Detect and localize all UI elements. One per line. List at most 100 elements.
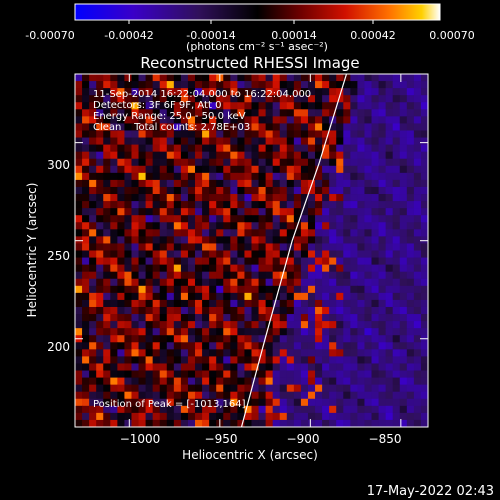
heatmap-cell bbox=[223, 377, 231, 386]
heatmap-cell bbox=[300, 349, 309, 357]
heatmap-cell bbox=[265, 342, 274, 350]
heatmap-cell bbox=[293, 328, 302, 336]
heatmap-cell bbox=[187, 201, 196, 209]
heatmap-cell bbox=[152, 285, 161, 294]
heatmap-cell bbox=[385, 398, 394, 407]
heatmap-cell bbox=[124, 130, 132, 138]
heatmap-cell bbox=[195, 264, 203, 273]
heatmap-cell bbox=[195, 137, 203, 145]
heatmap-cell bbox=[209, 306, 217, 315]
heatmap-cell bbox=[145, 194, 154, 202]
y-axis-label: Heliocentric Y (arcsec) bbox=[25, 183, 39, 318]
heatmap-cell bbox=[392, 74, 401, 82]
heatmap-cell bbox=[279, 264, 288, 273]
heatmap-cell bbox=[385, 264, 394, 273]
heatmap-cell bbox=[216, 194, 224, 202]
heatmap-cell bbox=[230, 194, 238, 202]
heatmap-cell bbox=[82, 292, 90, 301]
heatmap-cell bbox=[237, 306, 245, 315]
heatmap-cell bbox=[103, 222, 111, 230]
heatmap-cell bbox=[329, 222, 337, 230]
heatmap-cell bbox=[103, 172, 111, 181]
heatmap-cell bbox=[279, 172, 288, 181]
heatmap-cell bbox=[322, 391, 330, 400]
heatmap-cell bbox=[187, 144, 196, 153]
heatmap-cell bbox=[152, 314, 161, 322]
heatmap-cell bbox=[110, 236, 118, 244]
heatmap-cell bbox=[138, 292, 146, 301]
heatmap-cell bbox=[336, 278, 344, 287]
heatmap-cell bbox=[406, 419, 415, 427]
heatmap-cell bbox=[279, 194, 288, 202]
heatmap-cell bbox=[131, 186, 139, 195]
heatmap-cell bbox=[230, 179, 238, 188]
heatmap-cell bbox=[413, 222, 422, 230]
heatmap-cell bbox=[110, 377, 118, 386]
heatmap-cell bbox=[145, 158, 154, 167]
heatmap-cell bbox=[230, 215, 238, 223]
heatmap-cell bbox=[399, 264, 408, 273]
heatmap-cell bbox=[96, 222, 104, 230]
heatmap-cell bbox=[223, 299, 231, 308]
heatmap-cell bbox=[392, 349, 401, 357]
heatmap-cell bbox=[329, 335, 337, 343]
heatmap-cell bbox=[279, 405, 288, 414]
heatmap-cell bbox=[89, 215, 97, 223]
heatmap-cell bbox=[329, 285, 337, 294]
heatmap-cell bbox=[357, 271, 365, 280]
heatmap-cell bbox=[117, 335, 125, 343]
heatmap-cell bbox=[145, 179, 154, 188]
heatmap-cell bbox=[82, 102, 90, 110]
heatmap-cell bbox=[392, 335, 401, 343]
heatmap-cell bbox=[420, 201, 428, 209]
heatmap-cell bbox=[223, 109, 231, 117]
heatmap-cell bbox=[145, 342, 154, 350]
heatmap-cell bbox=[117, 102, 125, 110]
heatmap-cell bbox=[378, 264, 387, 273]
heatmap-cell bbox=[173, 271, 182, 280]
heatmap-cell bbox=[420, 123, 428, 131]
heatmap-cell bbox=[350, 391, 358, 400]
heatmap-cell bbox=[420, 250, 428, 258]
heatmap-cell bbox=[406, 391, 415, 400]
heatmap-cell bbox=[258, 208, 267, 216]
heatmap-cell bbox=[110, 335, 118, 343]
heatmap-cell bbox=[117, 419, 125, 427]
heatmap-cell bbox=[152, 88, 161, 96]
heatmap-cell bbox=[124, 299, 132, 308]
heatmap-cell bbox=[138, 250, 146, 258]
heatmap-cell bbox=[216, 321, 224, 329]
heatmap-cell bbox=[378, 172, 387, 181]
heatmap-cell bbox=[371, 264, 379, 273]
heatmap-cell bbox=[329, 299, 337, 308]
heatmap-cell bbox=[216, 264, 224, 273]
heatmap-cell bbox=[420, 243, 428, 251]
heatmap-cell bbox=[89, 264, 97, 273]
heatmap-cell bbox=[166, 243, 175, 251]
heatmap-cell bbox=[286, 74, 295, 82]
heatmap-cell bbox=[329, 123, 337, 131]
heatmap-cell bbox=[350, 257, 358, 266]
heatmap-cell bbox=[371, 356, 379, 364]
heatmap-cell bbox=[300, 88, 309, 96]
heatmap-cell bbox=[343, 314, 351, 322]
heatmap-cell bbox=[307, 137, 316, 145]
heatmap-cell bbox=[166, 109, 175, 117]
heatmap-cell bbox=[237, 116, 245, 124]
heatmap-cell bbox=[237, 349, 245, 357]
heatmap-cell bbox=[315, 335, 323, 343]
heatmap-cell bbox=[103, 116, 111, 124]
heatmap-cell bbox=[187, 243, 196, 251]
heatmap-cell bbox=[180, 419, 189, 427]
heatmap-cell bbox=[336, 391, 344, 400]
heatmap-cell bbox=[258, 102, 267, 110]
heatmap-cell bbox=[103, 158, 111, 167]
heatmap-cell bbox=[223, 215, 231, 223]
heatmap-cell bbox=[272, 95, 281, 103]
heatmap-cell bbox=[385, 314, 394, 322]
heatmap-cell bbox=[173, 370, 182, 378]
heatmap-cell bbox=[293, 88, 302, 96]
heatmap-cell bbox=[385, 285, 394, 294]
heatmap-cell bbox=[357, 412, 365, 421]
heatmap-cell bbox=[103, 123, 111, 131]
